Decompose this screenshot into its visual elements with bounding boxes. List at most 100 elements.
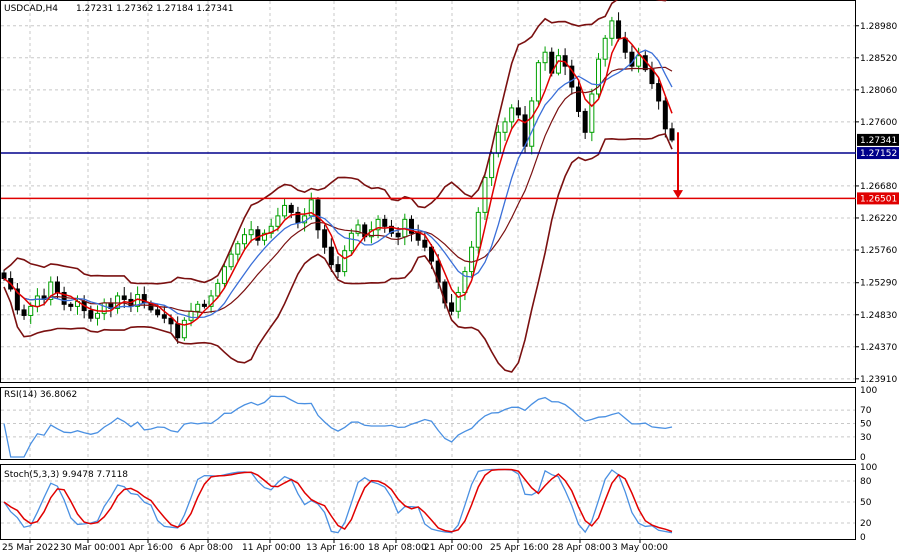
candle-body <box>155 309 161 316</box>
candle-body <box>582 110 588 133</box>
y-tick-label: 1.24370 <box>860 343 897 353</box>
stoch-y-tick-label: 100 <box>860 463 877 473</box>
moving-average-fast-line <box>3 36 673 326</box>
x-tick-label: 6 Apr 08:00 <box>180 543 233 553</box>
current-price-tag <box>857 133 899 146</box>
candle-body <box>95 312 101 319</box>
stochastic-panel: 100 80 50 20 0 <box>0 463 877 543</box>
level-price-tag <box>857 192 899 205</box>
candle-body <box>34 295 40 307</box>
candle-body <box>535 62 541 102</box>
candle-body <box>88 310 94 319</box>
stoch-signal-line <box>3 468 673 533</box>
candle-body <box>175 323 181 339</box>
stoch-y-tick-label: 0 <box>860 533 866 543</box>
x-tick-label: 28 Apr 08:00 <box>552 543 611 553</box>
candle-body <box>502 121 508 133</box>
candle-body <box>662 100 668 130</box>
candle-body <box>348 232 354 252</box>
candle-body <box>322 229 328 248</box>
candle-body <box>21 309 27 316</box>
candle-body <box>602 37 608 60</box>
rsi-y-tick-label: 30 <box>860 433 872 443</box>
candle-body <box>268 225 274 234</box>
rsi-panel: 100 70 50 30 0 <box>0 386 877 463</box>
x-tick-label: 13 Apr 16:00 <box>306 543 365 553</box>
candle-body <box>388 225 394 234</box>
ohlc-header: 1.27231 1.27362 1.27184 1.27341 <box>76 4 233 14</box>
candle-body <box>288 204 294 213</box>
main-price-panel: 1.28980 1.28520 1.28060 1.27600 1.26680 1.262… <box>0 0 899 385</box>
candle-body <box>489 152 495 179</box>
candle-body <box>542 51 548 64</box>
x-tick-label: 25 Apr 16:00 <box>490 543 549 553</box>
level-price-label: 1.27152 <box>860 149 897 159</box>
candle-body <box>469 246 475 273</box>
x-tick-label: 21 Apr 00:00 <box>424 543 483 553</box>
symbol-header: USDCAD,H4 <box>4 4 58 14</box>
y-tick-label: 1.24830 <box>860 311 897 321</box>
y-tick-label: 1.28980 <box>860 22 897 32</box>
y-tick-label: 1.28520 <box>860 54 897 64</box>
candle-body <box>475 211 481 248</box>
candle-body <box>241 234 247 245</box>
y-tick-label: 1.25290 <box>860 279 897 289</box>
candle-body <box>215 282 221 297</box>
candle-body <box>14 288 20 311</box>
rsi-y-tick-label: 70 <box>860 406 872 416</box>
rsi-y-tick-label: 50 <box>860 420 872 430</box>
candle-body <box>609 20 615 39</box>
candle-body <box>248 229 254 236</box>
candle-body <box>455 291 461 312</box>
candle-body <box>656 83 662 102</box>
candle-body <box>669 128 675 141</box>
candle-body <box>181 319 187 339</box>
bollinger-middle-line <box>3 66 673 314</box>
candle-body <box>382 218 388 227</box>
candle-body <box>235 243 241 255</box>
candle-body <box>509 107 515 123</box>
candle-body <box>121 295 127 300</box>
candle-body <box>115 295 121 309</box>
candle-body <box>255 229 261 241</box>
candle-body <box>589 93 595 133</box>
candle-body <box>375 218 381 231</box>
candle-body <box>188 310 194 321</box>
bollinger-lower-line <box>3 132 673 373</box>
candle-body <box>462 271 468 293</box>
stoch-label: Stoch(5,3,3) 9.9478 7.7118 <box>4 470 128 480</box>
candle-body <box>48 281 54 300</box>
candle-body <box>575 86 581 112</box>
candle-body <box>482 177 488 213</box>
candle-body <box>415 232 421 241</box>
candle-body <box>28 305 34 316</box>
candle-body <box>208 295 214 307</box>
y-tick-label: 1.26220 <box>860 214 897 224</box>
candle-body <box>569 65 575 88</box>
candle-body <box>54 281 60 293</box>
x-tick-label: 30 Mar 00:00 <box>60 543 120 553</box>
candle-body <box>275 215 281 227</box>
candle-body <box>355 224 361 234</box>
candle-body <box>529 100 535 147</box>
candle-body <box>161 314 167 319</box>
rsi-label: RSI(14) 36.8062 <box>4 390 77 400</box>
candle-body <box>622 37 628 53</box>
stoch-main-line <box>3 468 673 534</box>
rsi-y-tick-label: 0 <box>860 453 866 463</box>
y-tick-label: 1.26680 <box>860 182 897 192</box>
candle-body <box>68 303 74 307</box>
x-tick-label: 25 Mar 2022 <box>2 543 59 553</box>
stoch-y-tick-label: 50 <box>860 498 872 508</box>
candle-body <box>342 250 348 273</box>
candle-body <box>429 246 435 262</box>
candle-body <box>449 302 455 312</box>
x-tick-label: 18 Apr 08:00 <box>368 543 427 553</box>
candle-body <box>262 232 268 241</box>
level-price-tag <box>857 147 899 160</box>
arrow-down-icon <box>673 190 683 199</box>
candle-body <box>395 232 401 238</box>
candle-body <box>195 303 201 312</box>
candle-body <box>616 20 622 39</box>
